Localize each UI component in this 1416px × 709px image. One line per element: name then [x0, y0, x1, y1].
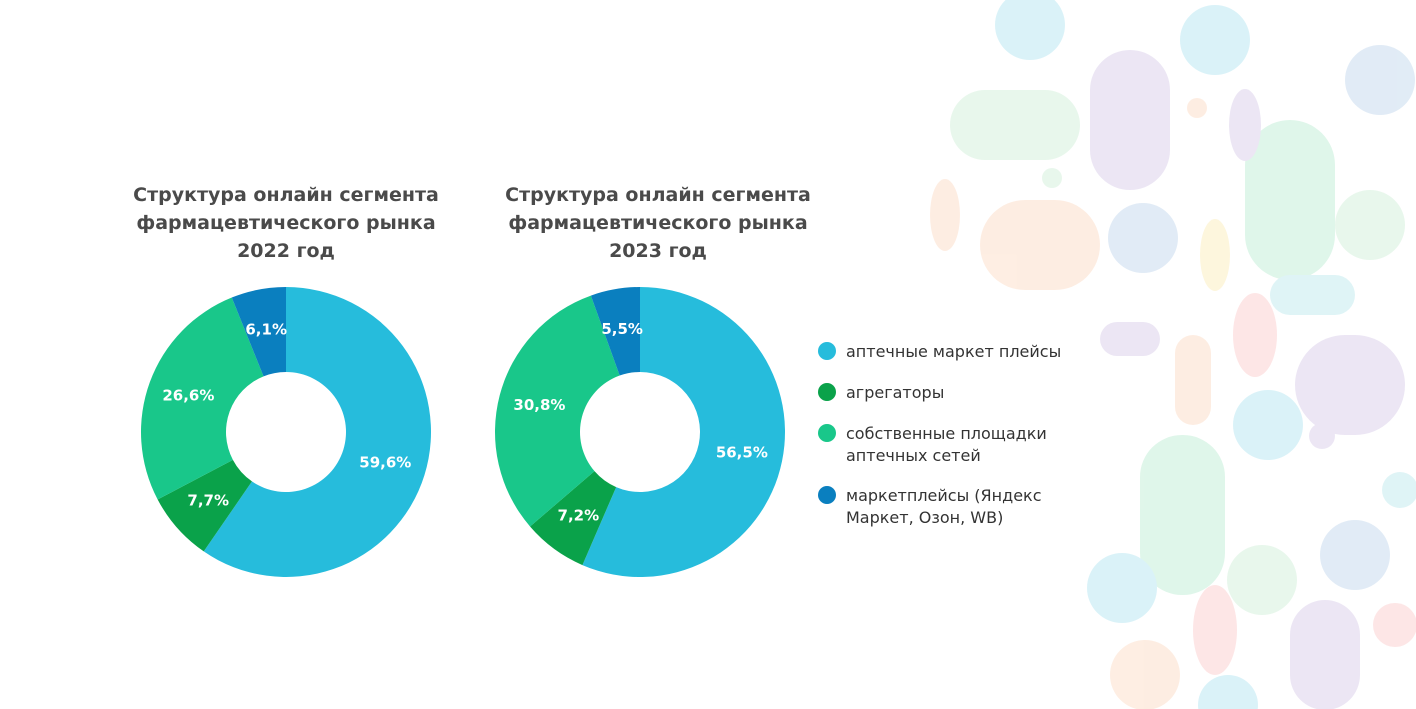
value-label: 5,5%	[601, 320, 643, 338]
pie-slice: маркетплейсы (Яндекс Маркет, Озон, WB)	[231, 287, 286, 377]
pie-slice: собственные площадки аптечных сетей	[141, 297, 264, 500]
legend-label: агрегаторы	[846, 383, 945, 402]
chart-title: Структура онлайн сегмента фармацевтическ…	[133, 184, 439, 262]
legend-label: аптечные маркет плейсы	[846, 342, 1062, 361]
pie-slice: маркетплейсы (Яндекс Маркет, Озон, WB)	[590, 287, 640, 376]
legend-swatch	[818, 383, 836, 401]
value-label: 59,6%	[359, 453, 411, 471]
decoration	[930, 0, 1416, 709]
value-label: 26,6%	[162, 387, 214, 405]
value-label: 7,2%	[558, 506, 600, 524]
legend-item: собственные площадки аптечных сетей	[818, 423, 1096, 467]
pie-slice: аптечные маркет плейсы	[582, 287, 786, 577]
legend-swatch	[818, 424, 836, 442]
chart-title: Структура онлайн сегмента фармацевтическ…	[505, 184, 811, 262]
legend-swatch	[818, 486, 836, 504]
legend-swatch	[818, 342, 836, 360]
value-label: 7,7%	[187, 492, 229, 510]
legend-item: аптечные маркет плейсы	[818, 341, 1096, 363]
value-label: 6,1%	[245, 320, 287, 338]
pie-slice: агрегаторы	[157, 459, 252, 552]
legend-item: агрегаторы	[818, 382, 1096, 404]
value-label: 30,8%	[513, 396, 565, 414]
legend-label: собственные площадки аптечных сетей	[846, 424, 1047, 465]
pie-slice: аптечные маркет плейсы	[203, 287, 431, 577]
pie-slice: агрегаторы	[530, 471, 617, 566]
pie-slice: собственные площадки аптечных сетей	[495, 295, 620, 527]
legend-item: маркетплейсы (Яндекс Маркет, Озон, WB)	[818, 485, 1096, 529]
value-label: 56,5%	[716, 444, 768, 462]
legend-label: маркетплейсы (Яндекс Маркет, Озон, WB)	[846, 486, 1042, 527]
